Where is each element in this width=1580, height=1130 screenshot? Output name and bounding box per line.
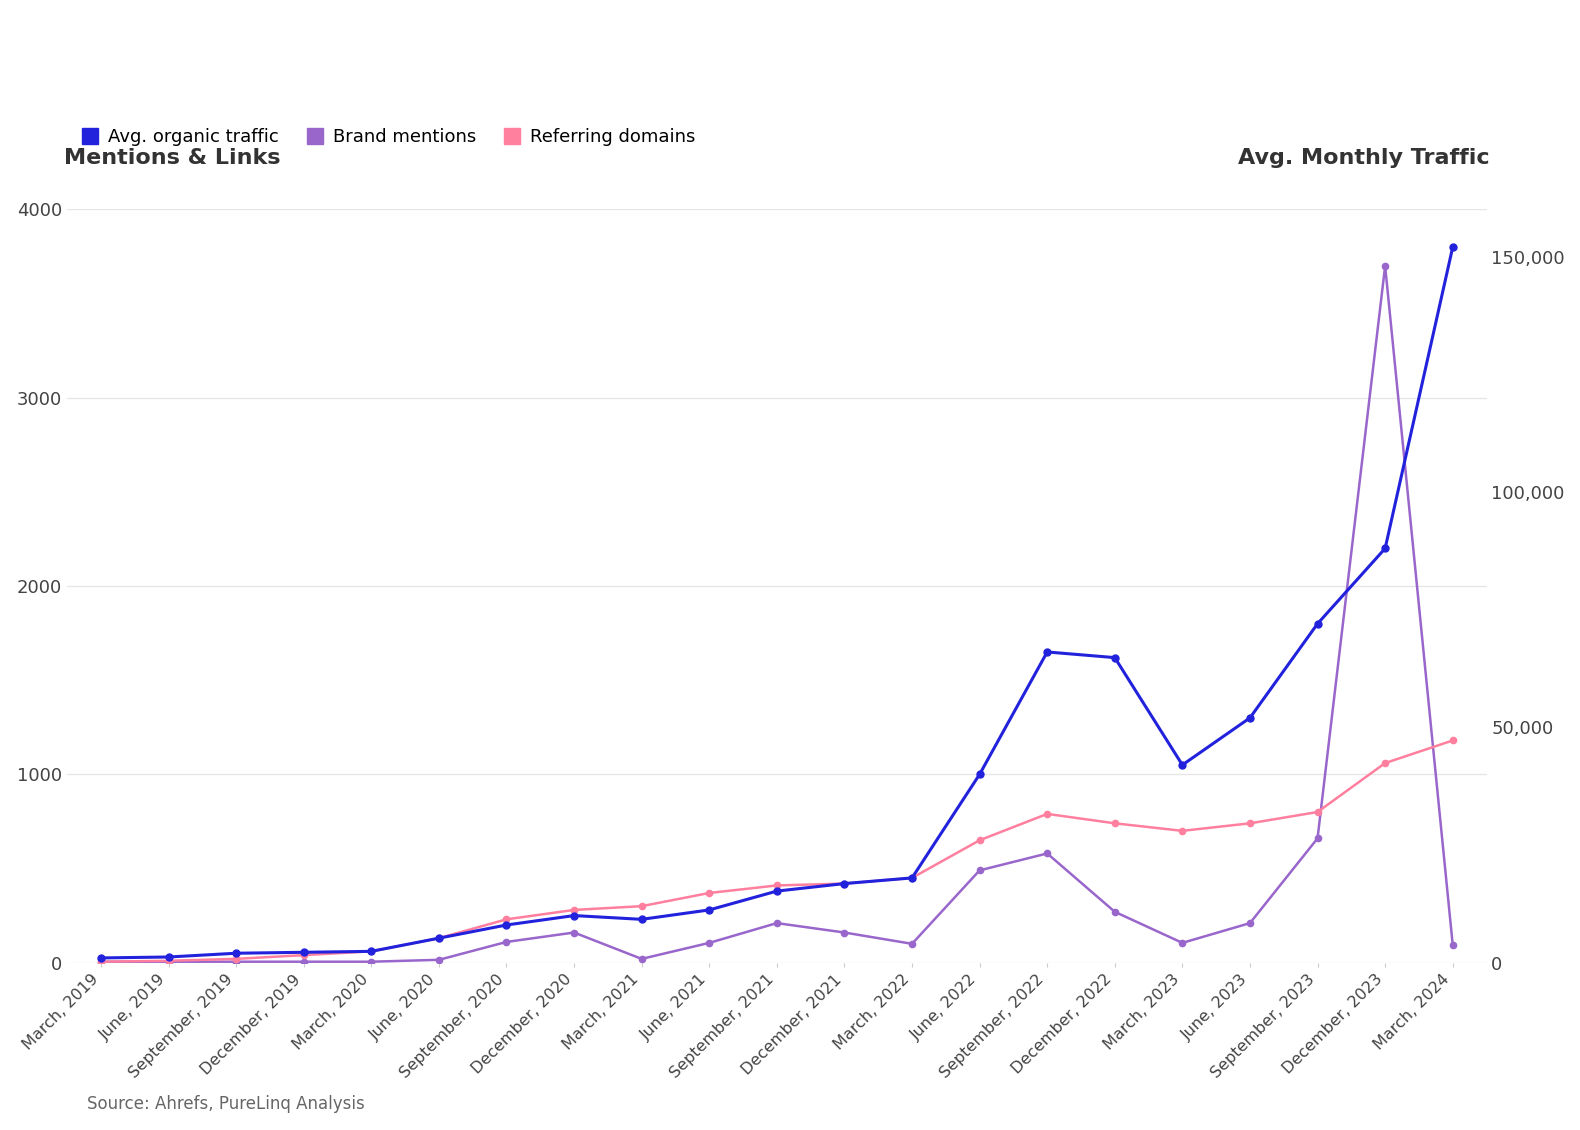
Text: Avg. Monthly Traffic: Avg. Monthly Traffic <box>1237 148 1490 168</box>
Text: Mentions & Links: Mentions & Links <box>65 148 281 168</box>
Text: Source: Ahrefs, PureLinq Analysis: Source: Ahrefs, PureLinq Analysis <box>87 1095 365 1113</box>
Legend: Avg. organic traffic, Brand mentions, Referring domains: Avg. organic traffic, Brand mentions, Re… <box>73 121 703 153</box>
